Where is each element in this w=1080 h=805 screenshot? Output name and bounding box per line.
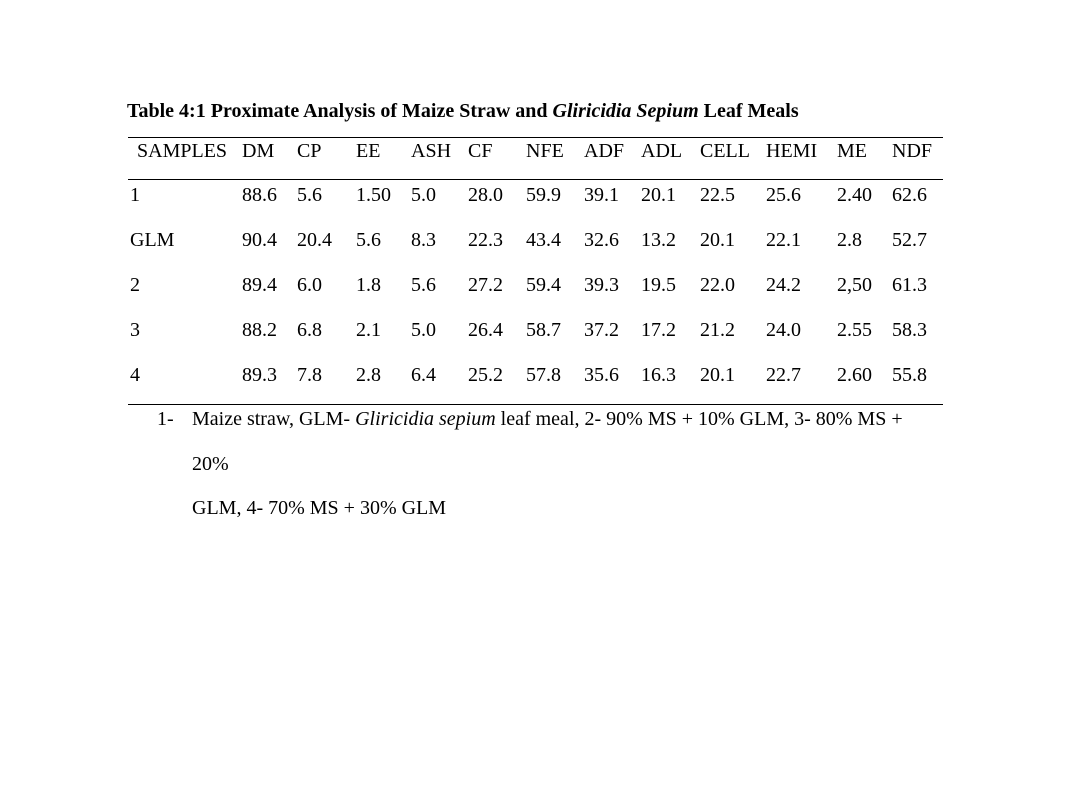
sample-cell: GLM [130, 228, 175, 251]
table-cell: 52.7 [892, 228, 927, 251]
column-header-dm: DM [242, 140, 275, 162]
table-cell: 58.3 [892, 318, 927, 341]
table-cell: 28.0 [468, 184, 503, 206]
table-cell: 16.3 [641, 363, 676, 386]
table-cell: 6.0 [297, 273, 322, 296]
footnote-species-italic: Gliricidia sepium [355, 408, 496, 430]
table-cell: 2.8 [837, 228, 862, 251]
table-container: SAMPLES DM CP EE ASH CF NFE ADF ADL CELL… [128, 137, 943, 405]
proximate-analysis-table: SAMPLES DM CP EE ASH CF NFE ADF ADL CELL… [128, 137, 943, 405]
table-cell: 2.40 [837, 184, 872, 206]
table-cell: 17.2 [641, 318, 676, 341]
table-cell: 2.8 [356, 363, 381, 386]
footnote-text: Maize straw, GLM- Gliricidia sepium leaf… [192, 397, 924, 531]
table-cell: 43.4 [526, 228, 561, 251]
table-cell: 90.4 [242, 228, 277, 251]
table-title-prefix: Table 4:1 Proximate Analysis of Maize St… [127, 100, 553, 122]
table-cell: 8.3 [411, 228, 436, 251]
table-cell: 2.1 [356, 318, 381, 341]
table-cell: 5.6 [411, 273, 436, 296]
table-cell: 5.6 [297, 184, 322, 206]
column-header-me: ME [837, 140, 867, 162]
table-cell: 20.1 [700, 228, 735, 251]
table-cell: 5.0 [411, 318, 436, 341]
table-cell: 59.9 [526, 184, 561, 206]
table-cell: 62.6 [892, 184, 927, 206]
table-cell: 19.5 [641, 273, 676, 296]
column-header-adf: ADF [584, 140, 625, 162]
table-title: Table 4:1 Proximate Analysis of Maize St… [127, 100, 799, 123]
table-cell: 2.60 [837, 363, 872, 386]
table-cell: 61.3 [892, 273, 927, 296]
table-cell: 39.1 [584, 184, 619, 206]
table-cell: 32.6 [584, 228, 619, 251]
column-header-ndf: NDF [892, 140, 933, 162]
table-header-row: SAMPLES DM CP EE ASH CF NFE ADF ADL CELL… [128, 138, 943, 180]
column-header-samples: SAMPLES [137, 140, 228, 162]
table-cell: 7.8 [297, 363, 322, 386]
table-cell: 22.7 [766, 363, 801, 386]
table-row: 1 88.6 5.6 1.50 5.0 28.0 59.9 39.1 20.1 … [128, 180, 943, 225]
table-cell: 59.4 [526, 273, 561, 296]
table-cell: 21.2 [700, 318, 735, 341]
sample-cell: 1 [130, 184, 140, 206]
table-cell: 89.3 [242, 363, 277, 386]
column-header-cell: CELL [700, 140, 750, 162]
table-cell: 6.4 [411, 363, 436, 386]
table-cell: 24.0 [766, 318, 801, 341]
footnote-line2: GLM, 4- 70% MS + 30% GLM [192, 497, 447, 519]
sample-cell: 2 [130, 273, 140, 296]
table-row: 2 89.4 6.0 1.8 5.6 27.2 59.4 39.3 19.5 2… [128, 270, 943, 315]
footnote-marker: 1- [157, 408, 174, 430]
table-cell: 5.0 [411, 184, 436, 206]
table-cell: 1.8 [356, 273, 381, 296]
column-header-ash: ASH [411, 140, 452, 162]
column-header-cp: CP [297, 140, 322, 162]
table-cell: 22.1 [766, 228, 801, 251]
table-row: GLM 90.4 20.4 5.6 8.3 22.3 43.4 32.6 13.… [128, 225, 943, 270]
table-footnote: 1- Maize straw, GLM- Gliricidia sepium l… [157, 397, 932, 531]
table-cell: 13.2 [641, 228, 676, 251]
table-cell: 20.4 [297, 228, 332, 251]
table-cell: 20.1 [641, 184, 676, 206]
table-cell: 2.55 [837, 318, 872, 341]
column-header-adl: ADL [641, 140, 683, 162]
table-cell: 88.2 [242, 318, 277, 341]
table-cell: 89.4 [242, 273, 277, 296]
table-cell: 6.8 [297, 318, 322, 341]
column-header-nfe: NFE [526, 140, 564, 162]
table-cell: 2,50 [837, 273, 872, 296]
table-cell: 55.8 [892, 363, 927, 386]
table-cell: 24.2 [766, 273, 801, 296]
footnote-line1-suffix: leaf meal, 2- 90% MS + 10% GLM, 3- 80% M… [192, 408, 903, 475]
column-header-ee: EE [356, 140, 381, 162]
table-cell: 88.6 [242, 184, 277, 206]
table-cell: 27.2 [468, 273, 503, 296]
table-cell: 39.3 [584, 273, 619, 296]
table-cell: 20.1 [700, 363, 735, 386]
table-cell: 22.5 [700, 184, 735, 206]
table-cell: 1.50 [356, 184, 391, 206]
table-cell: 37.2 [584, 318, 619, 341]
column-header-hemi: HEMI [766, 140, 818, 162]
table-cell: 26.4 [468, 318, 503, 341]
column-header-cf: CF [468, 140, 493, 162]
table-cell: 25.6 [766, 184, 801, 206]
table-cell: 22.0 [700, 273, 735, 296]
table-cell: 35.6 [584, 363, 619, 386]
table-row: 4 89.3 7.8 2.8 6.4 25.2 57.8 35.6 16.3 2… [128, 360, 943, 405]
table-row: 3 88.2 6.8 2.1 5.0 26.4 58.7 37.2 17.2 2… [128, 315, 943, 360]
table-title-suffix: Leaf Meals [698, 100, 799, 122]
footnote-line1-prefix: Maize straw, GLM- [192, 408, 356, 430]
sample-cell: 3 [130, 318, 140, 341]
table-cell: 22.3 [468, 228, 503, 251]
table-cell: 57.8 [526, 363, 561, 386]
sample-cell: 4 [130, 363, 140, 386]
table-cell: 58.7 [526, 318, 561, 341]
table-cell: 25.2 [468, 363, 503, 386]
table-cell: 5.6 [356, 228, 381, 251]
table-title-species-italic: Gliricidia Sepium [552, 100, 699, 122]
